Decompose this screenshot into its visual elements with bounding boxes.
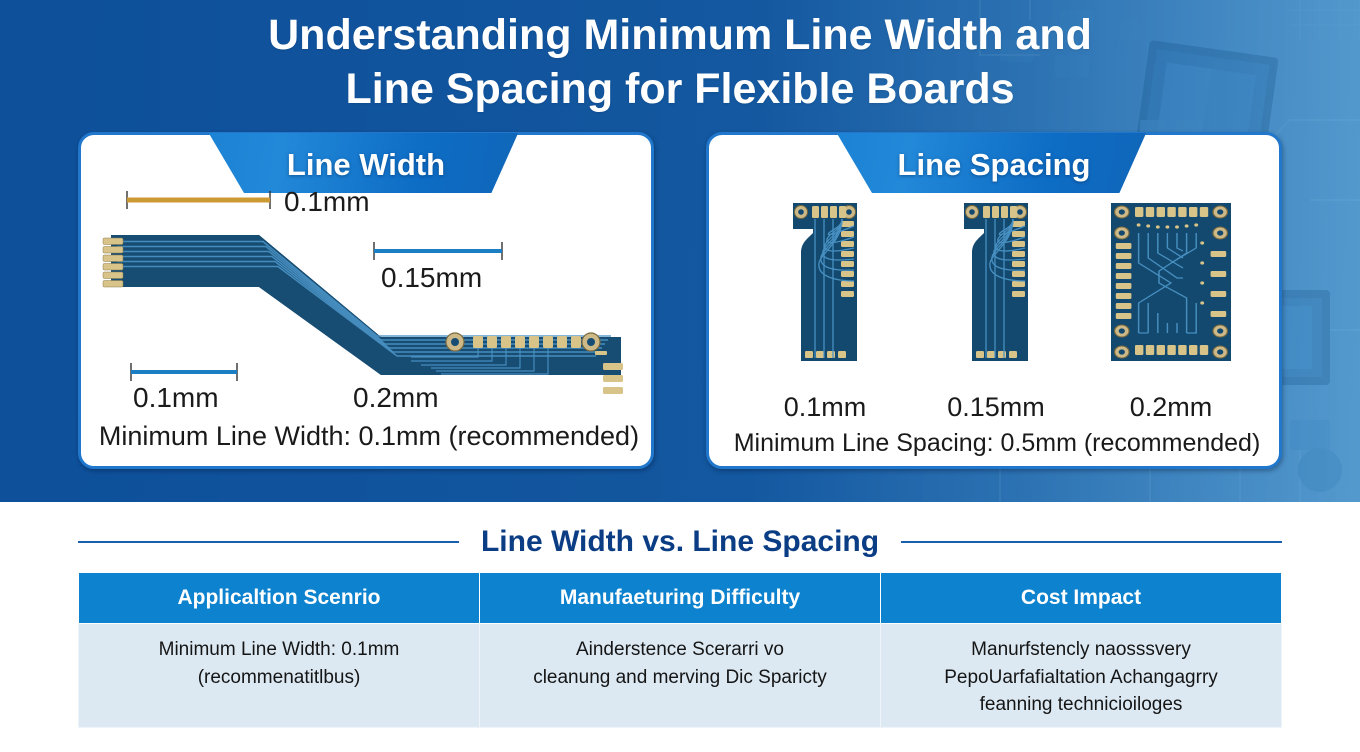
svg-text:0.15mm: 0.15mm <box>381 262 482 293</box>
svg-text:0.2mm: 0.2mm <box>353 382 439 413</box>
svg-text:Minimum Line Width: 0.1mm (rec: Minimum Line Width: 0.1mm (recommended) <box>99 421 639 451</box>
svg-text:0.1mm: 0.1mm <box>133 382 219 413</box>
svg-text:Minimum Line Spacing: 0.5mm (r: Minimum Line Spacing: 0.5mm (recommended… <box>734 429 1261 457</box>
svg-text:0.15mm: 0.15mm <box>947 392 1045 422</box>
svg-text:0.1mm: 0.1mm <box>784 392 867 422</box>
svg-text:0.1mm: 0.1mm <box>284 186 370 217</box>
svg-text:0.2mm: 0.2mm <box>1130 392 1213 422</box>
